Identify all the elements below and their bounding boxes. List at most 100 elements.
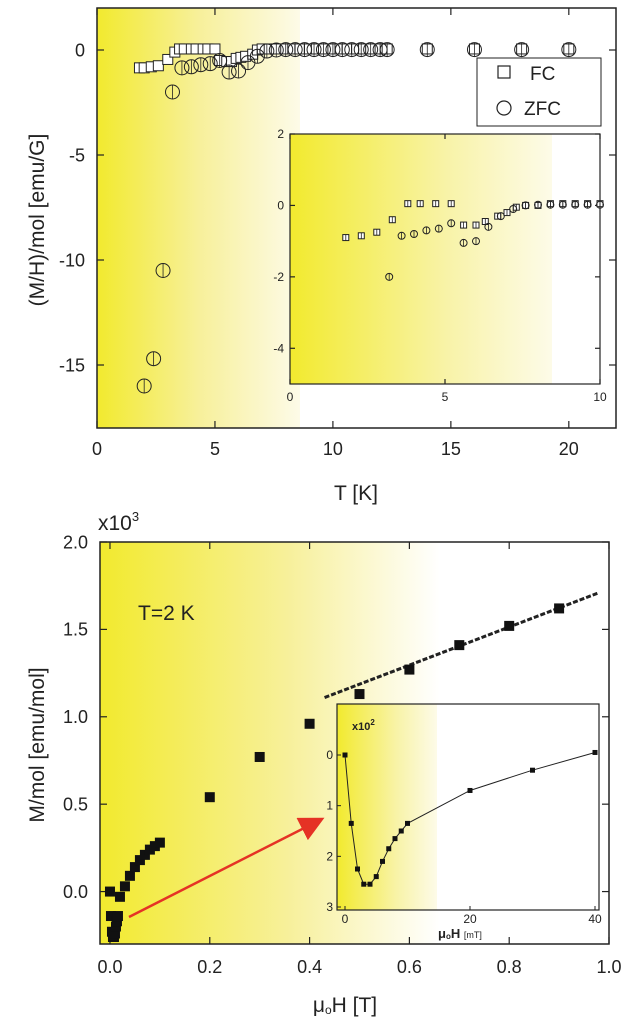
pointer-arrow — [128, 817, 325, 919]
magnetization-point — [404, 664, 415, 675]
y-tick-label: 2 — [277, 127, 284, 141]
fc-point — [162, 53, 174, 65]
magnetization-point — [129, 862, 140, 873]
inset-point — [398, 828, 404, 834]
inset-multiplier-base: x10 — [352, 721, 370, 733]
y-tick-label: 1.5 — [63, 620, 88, 640]
x-tick-label: 0.0 — [97, 957, 122, 977]
y-tick-label: 1.0 — [63, 707, 88, 727]
inset-xlabel-sub: o — [446, 932, 451, 941]
top-inset-zfc-series — [385, 200, 604, 281]
inset-multiplier-exponent: 2 — [370, 718, 375, 727]
bottom-inset-highlight-band — [337, 704, 437, 910]
bottom-xlabel-rest: H [T] — [332, 994, 378, 1017]
inset-multiplier: x102 — [352, 718, 375, 733]
magnetization-point — [105, 911, 116, 922]
inset-point — [386, 846, 392, 852]
magnetization-point — [304, 718, 315, 729]
y-tick-label: -2 — [273, 270, 284, 284]
inset-xlabel-rest: H — [451, 926, 464, 941]
x-tick-label: 0 — [287, 390, 294, 404]
x-tick-label: 5 — [442, 390, 449, 404]
inset-point — [530, 767, 535, 773]
magnetization-point — [104, 886, 115, 897]
x-tick-label: 0.8 — [497, 957, 522, 977]
magnetization-point — [109, 928, 120, 939]
x-tick-label: 0.6 — [397, 957, 422, 977]
y-tick-label: 2.0 — [63, 532, 88, 552]
top-x-axis-label: T [K] — [334, 482, 378, 505]
inset-point — [592, 749, 598, 755]
bottom-y-axis-label: M/mol [emu/mol] — [26, 667, 49, 822]
y-tick-label: 0.0 — [63, 882, 88, 902]
bottom-inset-frame — [336, 703, 600, 911]
x-tick-label: 20 — [559, 439, 579, 459]
magnetization-point — [454, 640, 465, 651]
top-highlight-band — [97, 8, 300, 428]
fc-point — [209, 43, 221, 55]
y-tick-label: -5 — [69, 145, 85, 165]
inset-point — [373, 874, 379, 880]
x-tick-label: 40 — [588, 912, 602, 926]
magnetization-point — [134, 855, 145, 866]
bottom-xlabel-sub: o — [325, 1003, 332, 1017]
inset-x-axis-label: μoH [mT] — [438, 926, 482, 941]
temperature-annotation: T=2 K — [138, 602, 195, 625]
y-tick-label: 0.5 — [63, 794, 88, 814]
magnetization-point — [119, 881, 130, 892]
top-legend: FC ZFC — [476, 57, 602, 127]
bottom-chart: 0.0 0.2 0.4 0.6 0.8 1.00.00.51.01.52.0 x103 T… — [26, 509, 622, 1017]
bottom-multiplier: x103 — [98, 509, 139, 535]
magnetization-point — [124, 870, 135, 881]
legend-circle-icon — [496, 100, 512, 116]
magnetization-point — [554, 603, 565, 614]
y-tick-label: 0 — [277, 199, 284, 213]
y-tick-label: 2 — [326, 849, 333, 863]
top-inset-highlight-band — [290, 134, 552, 384]
magnetization-point — [139, 849, 150, 860]
x-tick-label: 1.0 — [596, 957, 621, 977]
x-tick-label: 0.2 — [197, 957, 222, 977]
multiplier-base: x10 — [98, 512, 132, 535]
fc-point — [152, 60, 164, 72]
bottom-plot-frame — [99, 541, 610, 945]
bottom-series — [104, 603, 565, 943]
magnetization-point — [112, 911, 123, 922]
inset-point — [380, 858, 385, 864]
inset-point — [355, 866, 360, 872]
x-tick-label: 0 — [92, 439, 102, 459]
y-tick-label: 1 — [326, 799, 333, 813]
multiplier-exponent: 3 — [132, 509, 139, 524]
legend-square-icon — [497, 65, 511, 79]
magnetization-point — [354, 689, 365, 700]
bottom-inset-ticks: 0 20 40 0 1 2 3 — [326, 748, 602, 926]
x-tick-label: 10 — [593, 390, 607, 404]
y-tick-label: -4 — [273, 341, 284, 355]
inset-point — [392, 836, 398, 842]
x-tick-label: 0 — [342, 912, 349, 926]
bottom-inset-line — [344, 751, 596, 885]
x-tick-label: 10 — [323, 439, 343, 459]
y-tick-label: -10 — [59, 250, 85, 270]
inset-point — [342, 752, 348, 758]
bottom-inset-points — [342, 749, 598, 887]
top-inset: 0 5 10 2 0 -2 -4 — [273, 127, 607, 404]
magnetization-point — [204, 792, 215, 803]
top-plot-frame — [96, 7, 617, 429]
inset-point — [367, 881, 373, 887]
magnetization-point — [504, 620, 515, 631]
bottom-xlabel-mu: μ — [313, 994, 325, 1017]
magnetization-point — [114, 891, 125, 902]
fc-point — [341, 43, 353, 55]
top-zfc-series — [136, 42, 577, 394]
y-tick-label: 3 — [326, 900, 333, 914]
top-inset-ticks: 0 5 10 2 0 -2 -4 — [273, 127, 607, 404]
legend-label-fc: FC — [530, 64, 555, 85]
inset-point — [467, 787, 473, 793]
x-tick-label: 15 — [441, 439, 461, 459]
inset-point — [405, 820, 410, 826]
inset-xlabel-mu: μ — [438, 926, 446, 941]
